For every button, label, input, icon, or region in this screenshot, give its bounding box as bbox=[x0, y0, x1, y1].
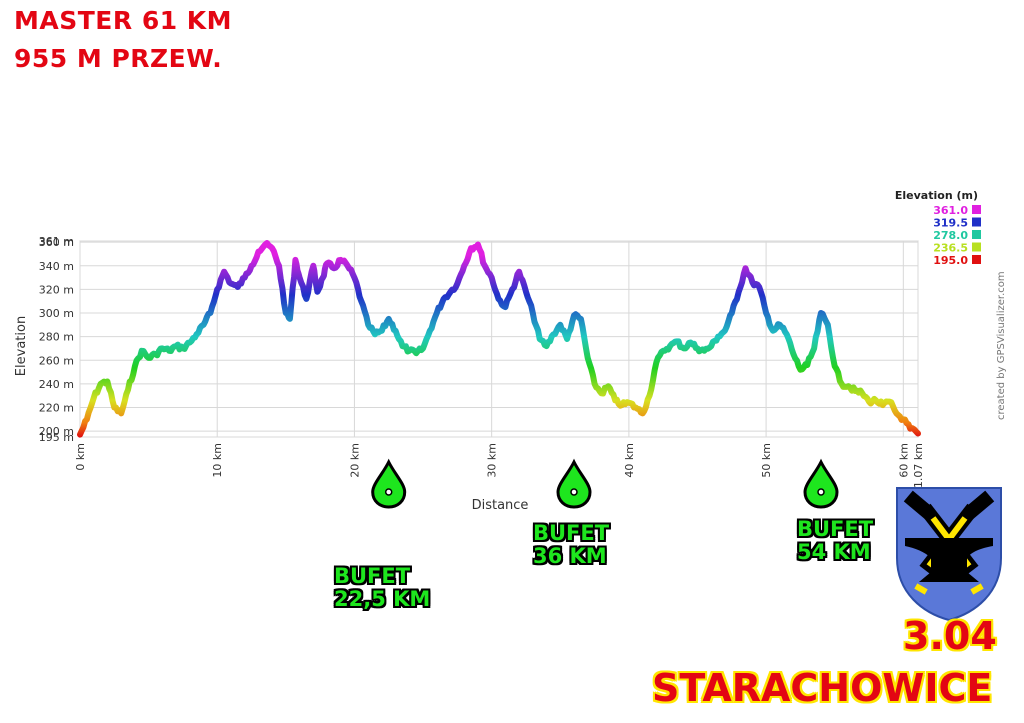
legend-label: 361.0 bbox=[933, 204, 968, 217]
legend-label: 319.5 bbox=[933, 217, 968, 230]
y-tick-label: 280 m bbox=[39, 331, 74, 344]
waypoint-label-3-title: BUFET bbox=[797, 517, 874, 541]
y-tick-label: 220 m bbox=[39, 401, 74, 414]
y-tick-label: 200 m bbox=[39, 425, 74, 438]
y-tick-label: 340 m bbox=[39, 260, 74, 273]
title-distance: MASTER 61 KM bbox=[14, 6, 233, 35]
x-tick-label: 61.07 km bbox=[912, 443, 925, 495]
legend-label: 236.5 bbox=[933, 242, 968, 255]
legend-label: 195.0 bbox=[933, 254, 968, 267]
x-tick-label: 20 km bbox=[348, 443, 361, 478]
waypoint-marker-icon bbox=[556, 458, 592, 509]
x-tick-label: 50 km bbox=[760, 443, 773, 478]
legend-swatch bbox=[972, 205, 981, 214]
waypoint-label-1: BUFET 22,5 KM bbox=[334, 565, 430, 611]
starachowice-crest-icon bbox=[896, 487, 1002, 622]
waypoint-label-2-km: 36 KM bbox=[533, 544, 607, 568]
x-tick-label: 30 km bbox=[486, 443, 499, 478]
x-tick-label: 10 km bbox=[211, 443, 224, 478]
waypoint-label-3-km: 54 KM bbox=[797, 540, 871, 564]
waypoint-label-2-title: BUFET bbox=[533, 521, 610, 545]
elevation-profile-line bbox=[77, 240, 921, 438]
y-tick-label: 361 m bbox=[39, 235, 74, 248]
x-axis-label: Distance bbox=[472, 498, 529, 513]
title-elevation-gain: 955 M PRZEW. bbox=[14, 44, 223, 73]
y-tick-label: 300 m bbox=[39, 307, 74, 320]
x-tick-label: 60 km bbox=[897, 443, 910, 478]
waypoint-label-1-title: BUFET bbox=[334, 564, 411, 588]
waypoint-marker-icon bbox=[803, 458, 839, 509]
waypoint-label-2: BUFET 36 KM bbox=[533, 522, 609, 568]
waypoint-label-3: BUFET 54 KM bbox=[797, 518, 873, 564]
legend-label: 278.0 bbox=[933, 229, 968, 242]
y-tick-label: 195 m bbox=[39, 431, 74, 444]
legend-title: Elevation (m) bbox=[895, 189, 978, 202]
x-tick-label: 0 km bbox=[74, 443, 87, 471]
legend-swatch bbox=[972, 217, 981, 227]
legend-swatch bbox=[972, 230, 981, 239]
credit-text: created by GPSVisualizer.com bbox=[996, 271, 1007, 420]
legend-swatch bbox=[972, 255, 981, 264]
event-city: STARACHOWICE bbox=[652, 666, 993, 710]
y-tick-label: 260 m bbox=[39, 354, 74, 367]
legend-swatch bbox=[972, 242, 981, 252]
waypoint-label-1-km: 22,5 KM bbox=[334, 587, 431, 611]
event-date: 3.04 bbox=[903, 614, 997, 658]
x-tick-label: 40 km bbox=[623, 443, 636, 478]
y-tick-label: 360 m bbox=[39, 236, 74, 249]
y-axis-label: Elevation bbox=[14, 316, 29, 376]
y-tick-label: 240 m bbox=[39, 378, 74, 391]
waypoint-marker-icon bbox=[371, 458, 407, 509]
y-tick-label: 320 m bbox=[39, 283, 74, 296]
